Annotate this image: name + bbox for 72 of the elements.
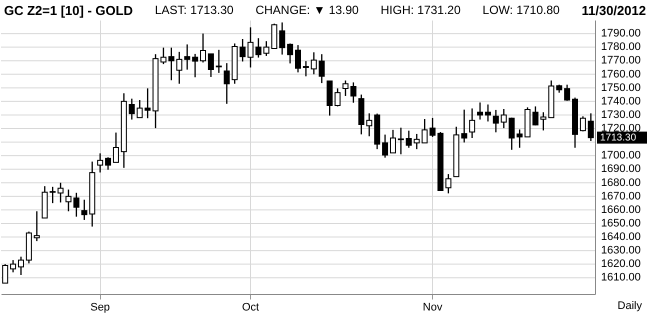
y-tick-label: 1780.00 (601, 41, 641, 54)
candlestick (287, 42, 294, 64)
candlestick (97, 152, 104, 174)
y-tick-label: 1670.00 (601, 190, 641, 202)
candlestick (532, 106, 538, 126)
candlestick (112, 132, 119, 164)
text: LOW: 1710.80 (482, 3, 560, 17)
y-tick-label: 1750.00 (601, 82, 641, 94)
y-tick-label: 1760.00 (601, 68, 641, 80)
y-tick-label: 1730.00 (601, 108, 641, 121)
y-tick-label: 1770.00 (601, 54, 641, 67)
candlestick (263, 40, 270, 57)
y-tick-label: 1790.00 (601, 28, 641, 40)
candlestick (18, 256, 24, 276)
candlestick (295, 44, 301, 74)
candlestick (398, 127, 404, 155)
x-tick-label: Nov (422, 302, 443, 314)
candlestick (492, 109, 499, 133)
candlestick (350, 82, 356, 104)
candlestick (580, 116, 586, 132)
candlestick (34, 210, 40, 242)
text: Daily (618, 300, 642, 312)
y-tick-label: 1620.00 (601, 258, 641, 270)
candlestick (540, 112, 546, 132)
candlestick (50, 186, 56, 204)
x-tick-label: Sep (90, 302, 110, 314)
candlestick (588, 112, 594, 142)
text: CHANGE: ▼ 13.90 (255, 3, 359, 17)
candlestick (302, 60, 309, 77)
candlestick (382, 134, 388, 158)
candlestick (477, 102, 484, 120)
candlestick (255, 38, 262, 58)
candlestick (342, 80, 348, 97)
candlestick (564, 84, 570, 102)
text: HIGH: 1731.20 (380, 3, 461, 17)
x-tick-label: Oct (242, 302, 260, 314)
candlestick (73, 192, 80, 218)
y-tick-label: 1610.00 (601, 272, 641, 284)
text: 1713.30 (600, 132, 637, 144)
candlestick (248, 26, 254, 68)
text: 11/30/2012 (582, 2, 646, 18)
candlestick (422, 118, 428, 144)
y-tick-label: 1700.00 (601, 150, 641, 162)
candlestick (216, 49, 222, 74)
text: LAST: 1713.30 (154, 3, 234, 17)
y-tick-label: 1690.00 (601, 163, 641, 176)
candlestick (58, 182, 64, 204)
candlestick (168, 47, 174, 81)
candlestick (390, 129, 396, 154)
candlestick (105, 156, 112, 170)
candlestick (445, 173, 452, 194)
candlestick (334, 88, 341, 108)
candlestick (10, 259, 16, 273)
y-tick-label: 1740.00 (601, 95, 641, 108)
chart-title: GC Z2=1 [10] - GOLD (4, 2, 133, 18)
candlestick (144, 88, 151, 119)
candlestick (484, 104, 491, 122)
y-tick-label: 1630.00 (601, 244, 641, 257)
y-tick-label: 1660.00 (601, 204, 641, 216)
candlestick (469, 108, 476, 139)
candlestick (192, 53, 198, 78)
y-tick-label: 1720.00 (601, 122, 641, 135)
candlestick (516, 128, 523, 148)
candlestick (65, 188, 72, 212)
candlestick (240, 38, 246, 62)
y-tick-label: 1650.00 (601, 217, 641, 230)
candlestick (200, 32, 206, 64)
candlestick (430, 117, 436, 138)
candlestick (208, 52, 214, 78)
candlestick (160, 47, 166, 65)
y-tick-label: 1640.00 (601, 231, 641, 244)
y-tick-label: 1680.00 (601, 176, 641, 189)
